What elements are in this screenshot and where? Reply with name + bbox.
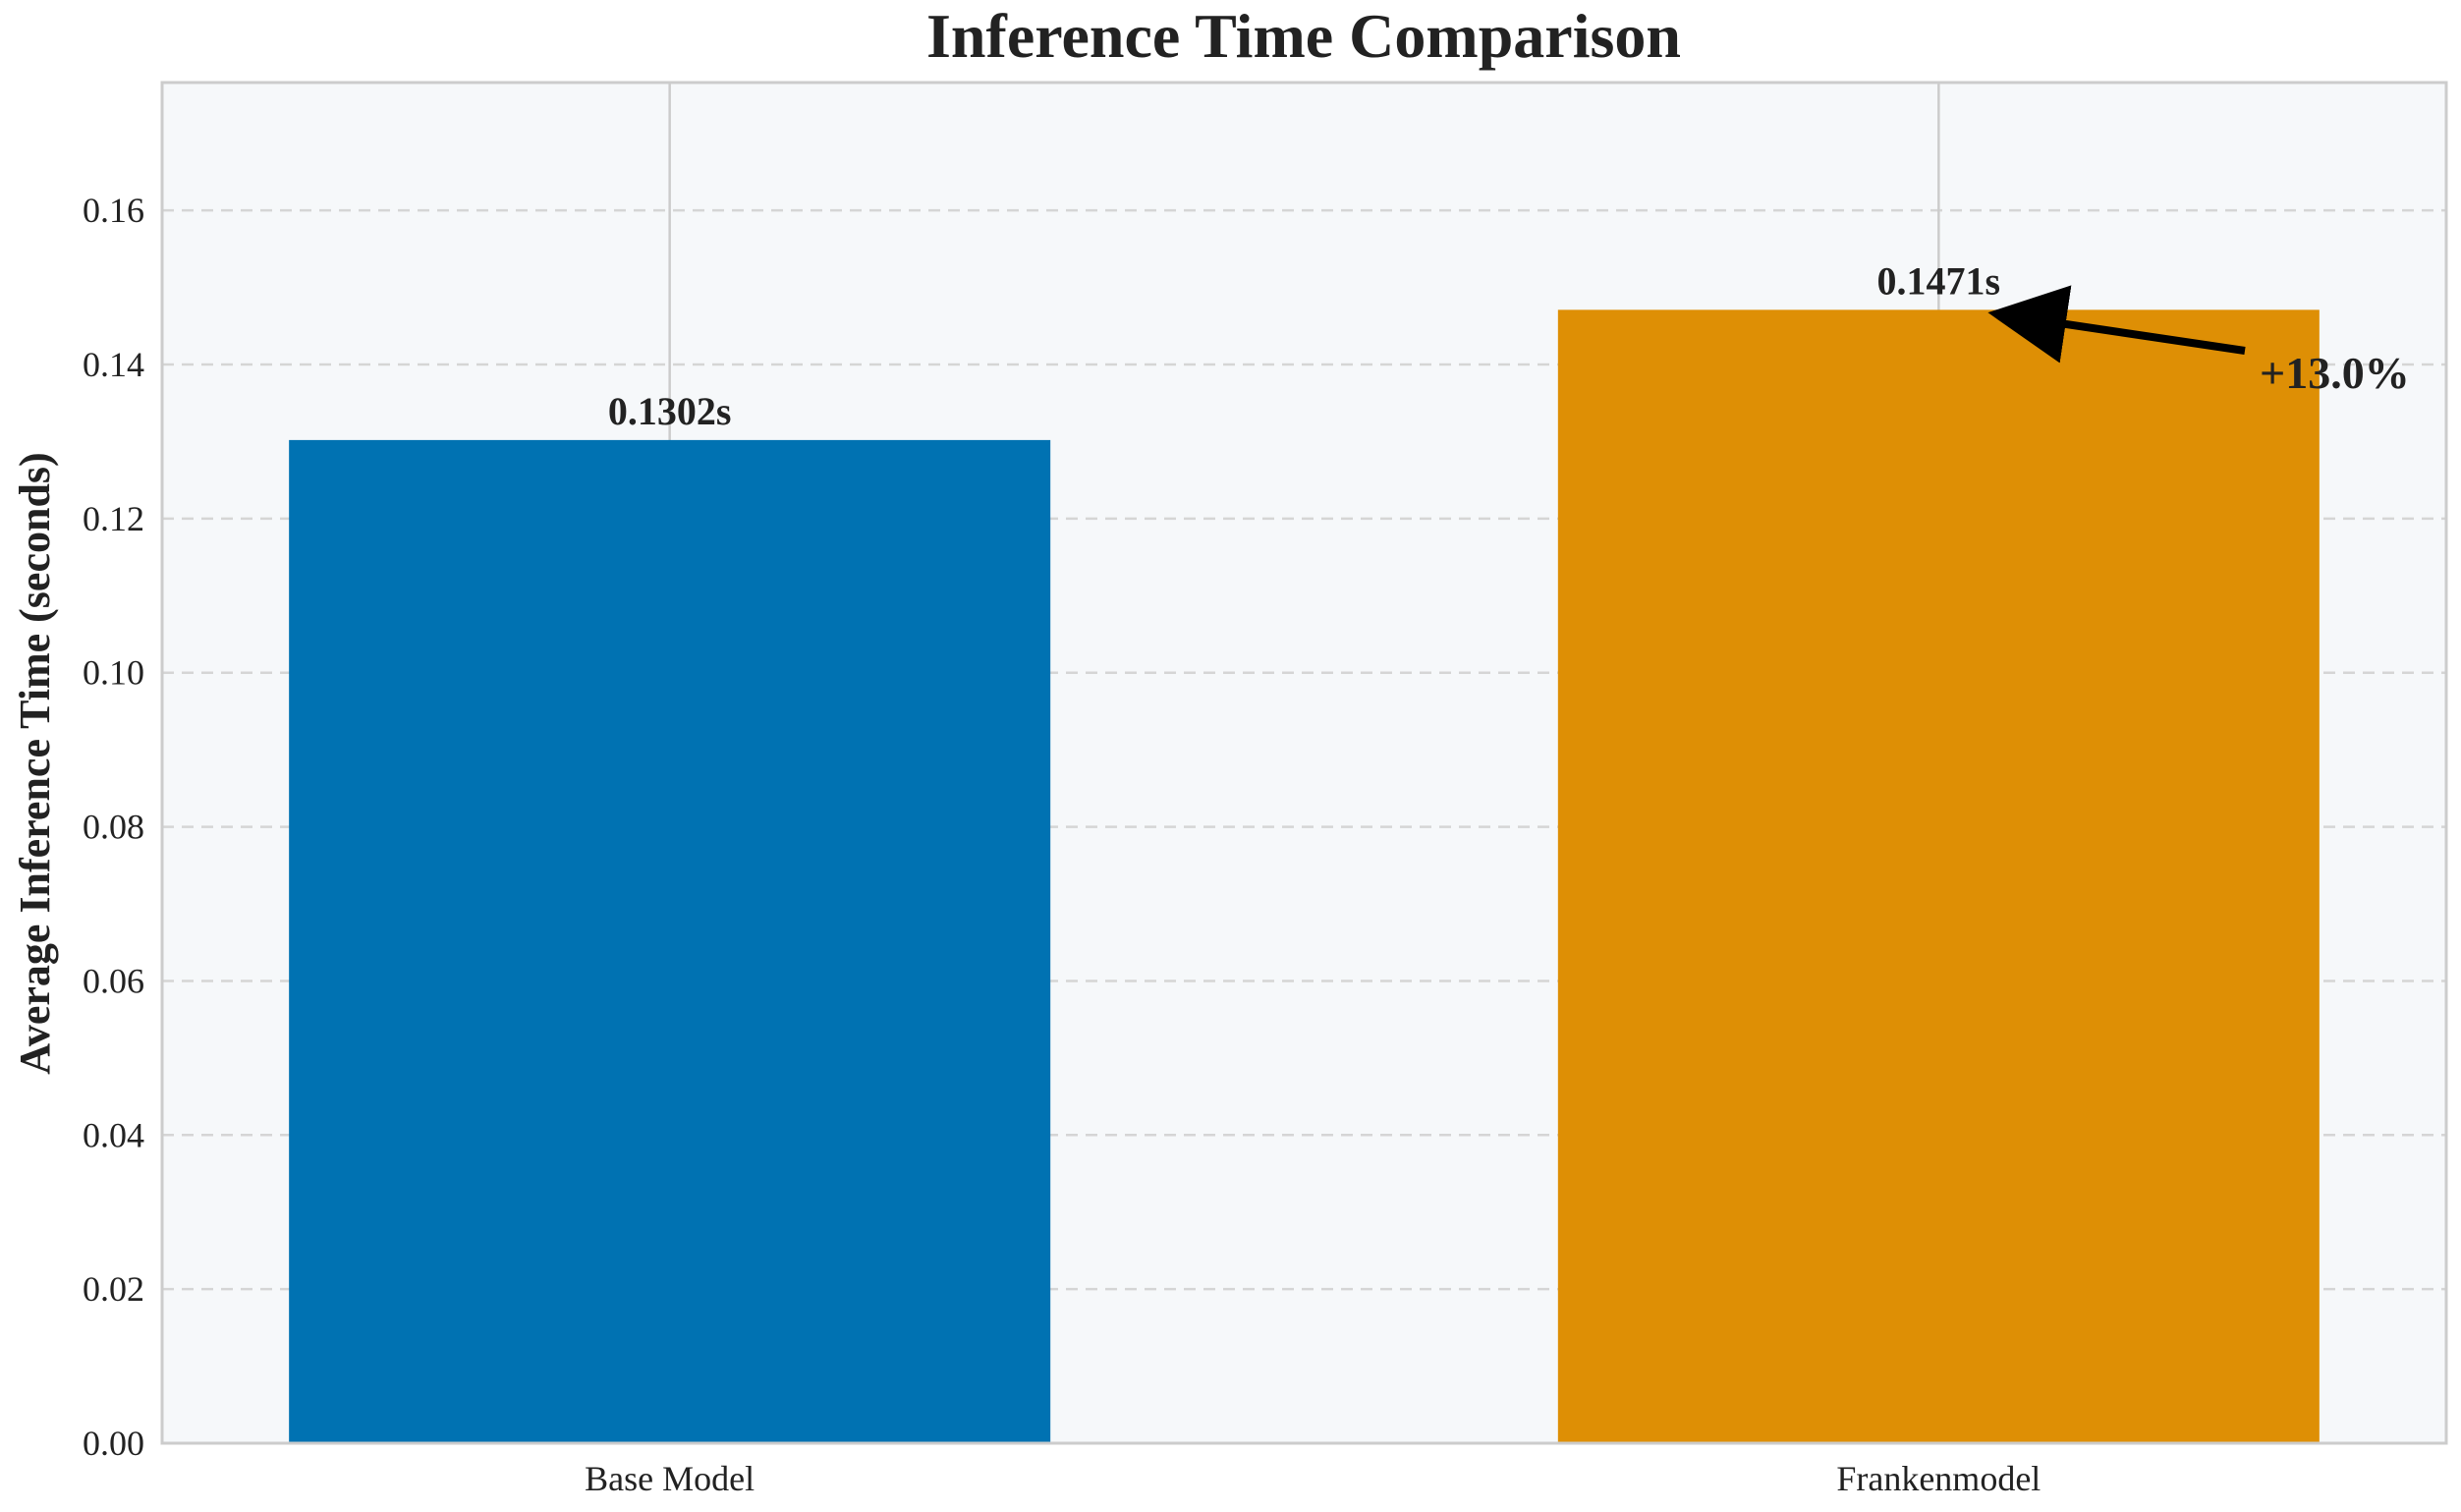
annotation-arrow [1987, 285, 2246, 364]
x-axis-ticks: Base Model Frankenmodel [585, 1459, 2041, 1498]
annotation: +13.0% [1987, 285, 2410, 398]
x-tick-label: Frankenmodel [1836, 1459, 2041, 1498]
y-tick-label: 0.02 [83, 1269, 144, 1309]
bar-value-label: 0.1302s [608, 389, 732, 433]
value-labels: 0.1302s 0.1471s [608, 258, 2000, 433]
y-tick-label: 0.08 [83, 808, 144, 847]
plot-frame [160, 81, 2448, 1445]
y-tick-label: 0.04 [83, 1115, 144, 1154]
chart-title: Inference Time Comparison [926, 1, 1681, 71]
y-tick-label: 0.06 [83, 961, 144, 1000]
x-tick-label: Base Model [585, 1459, 755, 1498]
y-axis-ticks: 0.00 0.02 0.04 0.06 0.08 0.10 0.12 0.14 0.16 [83, 191, 144, 1463]
bars [289, 309, 2320, 1443]
bar [1557, 309, 2320, 1443]
y-tick-label: 0.14 [83, 345, 144, 384]
annotation-text: +13.0% [2260, 348, 2410, 398]
bar [289, 439, 1051, 1443]
y-tick-label: 0.10 [83, 653, 144, 693]
y-tick-label: 0.16 [83, 191, 144, 230]
y-axis-label: Average Inference Time (seconds) [11, 452, 59, 1074]
y-tick-label: 0.00 [83, 1424, 144, 1463]
y-tick-label: 0.12 [83, 499, 144, 538]
bar-value-label: 0.1471s [1877, 258, 2001, 303]
